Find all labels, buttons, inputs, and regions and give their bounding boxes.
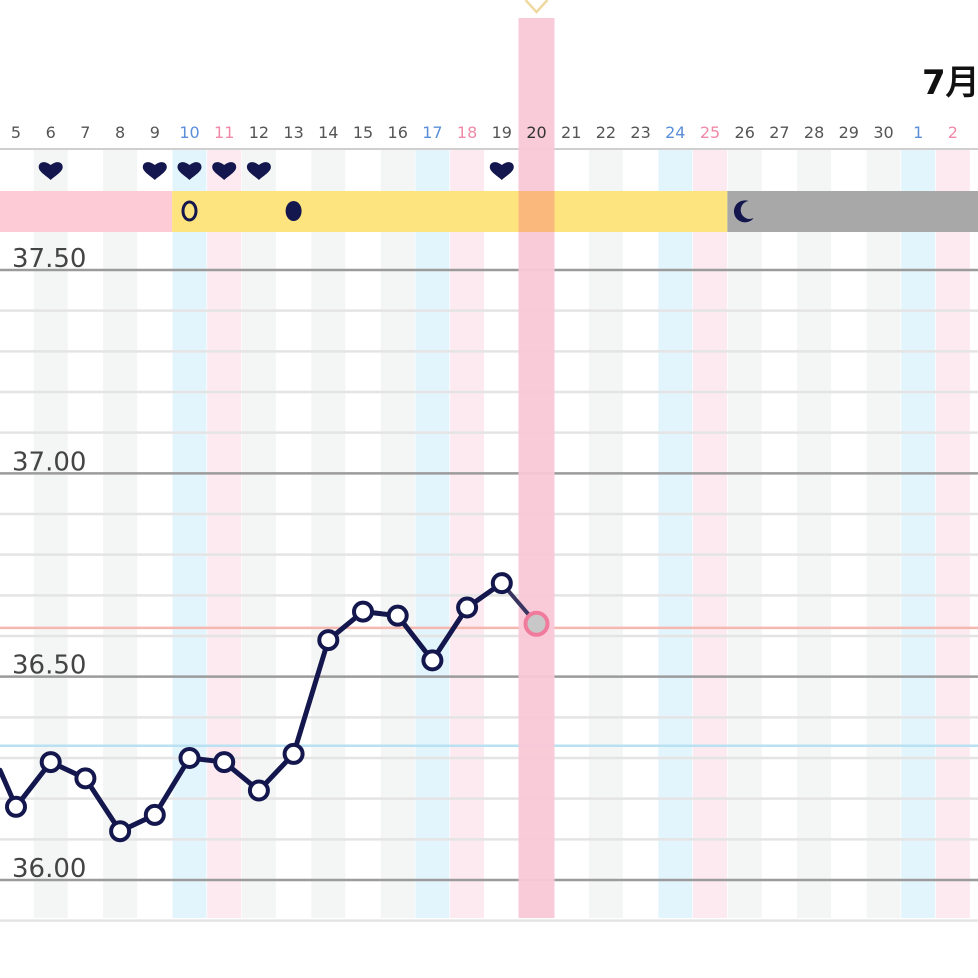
- grid-lines: [0, 268, 978, 922]
- today-marker-icon: [524, 0, 549, 14]
- today-temperature-point: [523, 610, 550, 637]
- day-label: 18: [457, 123, 477, 142]
- day-label: 7: [80, 123, 90, 142]
- day-column-shade: [797, 150, 832, 918]
- day-column-shade: [33, 150, 68, 918]
- day-label: 5: [11, 123, 21, 142]
- day-label: 27: [769, 123, 789, 142]
- day-label: 12: [249, 123, 269, 142]
- temperature-point: [247, 779, 270, 802]
- day-column-shade: [588, 150, 623, 918]
- heart-row: [38, 162, 514, 180]
- day-label: 21: [561, 123, 581, 142]
- day-label: 13: [283, 123, 303, 142]
- day-column-shade: [172, 150, 207, 918]
- day-labels: 5 6 7 8 9 10 11 12 13 14 15 16 17 18 19 20 21 22 23 24 25 26 2…: [11, 123, 958, 142]
- day-label: 29: [839, 123, 859, 142]
- day-column-shade: [693, 150, 727, 918]
- egg-filled-icon: [285, 201, 302, 221]
- temperature-point: [143, 803, 166, 826]
- day-column-shade: [866, 150, 901, 918]
- day-label: 15: [353, 123, 373, 142]
- temperature-point: [5, 795, 27, 818]
- day-column-shade: [380, 150, 415, 918]
- temperature-point: [490, 572, 513, 595]
- day-label: 1: [913, 123, 923, 142]
- heart-icon: [38, 162, 63, 180]
- day-columns: [33, 150, 970, 918]
- temperature-point: [213, 751, 236, 774]
- day-label: 19: [492, 123, 512, 142]
- temperature-point: [421, 649, 444, 672]
- day-label: 11: [214, 123, 234, 142]
- day-column-shade: [207, 150, 242, 918]
- day-label: 6: [46, 123, 56, 142]
- heart-icon: [212, 162, 237, 180]
- phase-bar: [0, 191, 978, 232]
- y-tick-label: 36.50: [12, 651, 86, 681]
- heart-icon: [489, 162, 514, 180]
- temperature-point: [456, 596, 479, 619]
- temperature-point: [39, 751, 62, 774]
- temperature-point: [352, 600, 374, 623]
- day-column-shade: [241, 150, 276, 918]
- crescent-moon-icon: [733, 200, 754, 223]
- y-tick-label: 37.00: [12, 447, 86, 477]
- temperature-point: [178, 747, 201, 769]
- day-label: 26: [735, 123, 755, 142]
- day-label: 23: [630, 123, 650, 142]
- day-label: 30: [873, 123, 893, 142]
- day-column-shade: [658, 150, 693, 918]
- y-tick-label: 37.50: [12, 244, 86, 274]
- day-column-shade: [935, 150, 970, 918]
- temperature-point: [74, 767, 97, 790]
- day-label: 17: [422, 123, 442, 142]
- today-phase-cell: [518, 191, 555, 232]
- temperature-point: [317, 629, 340, 652]
- day-column-shade: [415, 150, 450, 918]
- day-label: 14: [318, 123, 338, 142]
- y-tick-label: 36.00: [12, 854, 86, 884]
- day-column-shade: [450, 150, 485, 918]
- day-label: 28: [804, 123, 824, 142]
- day-column-shade: [311, 150, 346, 918]
- day-label: 2: [948, 123, 958, 142]
- day-label: 24: [665, 123, 685, 142]
- day-label: 16: [388, 123, 408, 142]
- phase-segment-fertile: [172, 191, 728, 232]
- day-label: 8: [115, 123, 125, 142]
- temperature-point: [109, 820, 132, 843]
- day-label: 9: [150, 123, 160, 142]
- today-column: [518, 18, 555, 918]
- phase-segment-period: [0, 191, 173, 232]
- month-label: 7月: [922, 63, 978, 103]
- temperature-point: [282, 742, 305, 765]
- temperature-series: [0, 572, 550, 843]
- temperature-point: [386, 604, 409, 627]
- day-label: 25: [700, 123, 720, 142]
- day-label: 22: [596, 123, 616, 142]
- phase-segment-luteal: [727, 191, 978, 232]
- day-column-shade: [901, 150, 936, 918]
- day-label: 10: [179, 123, 199, 142]
- heart-icon: [177, 162, 202, 180]
- day-label: 20: [526, 123, 546, 142]
- day-column-shade: [727, 150, 762, 918]
- day-column-shade: [103, 150, 138, 918]
- heart-icon: [246, 162, 271, 180]
- heart-icon: [142, 162, 167, 180]
- egg-outline-icon: [181, 200, 198, 222]
